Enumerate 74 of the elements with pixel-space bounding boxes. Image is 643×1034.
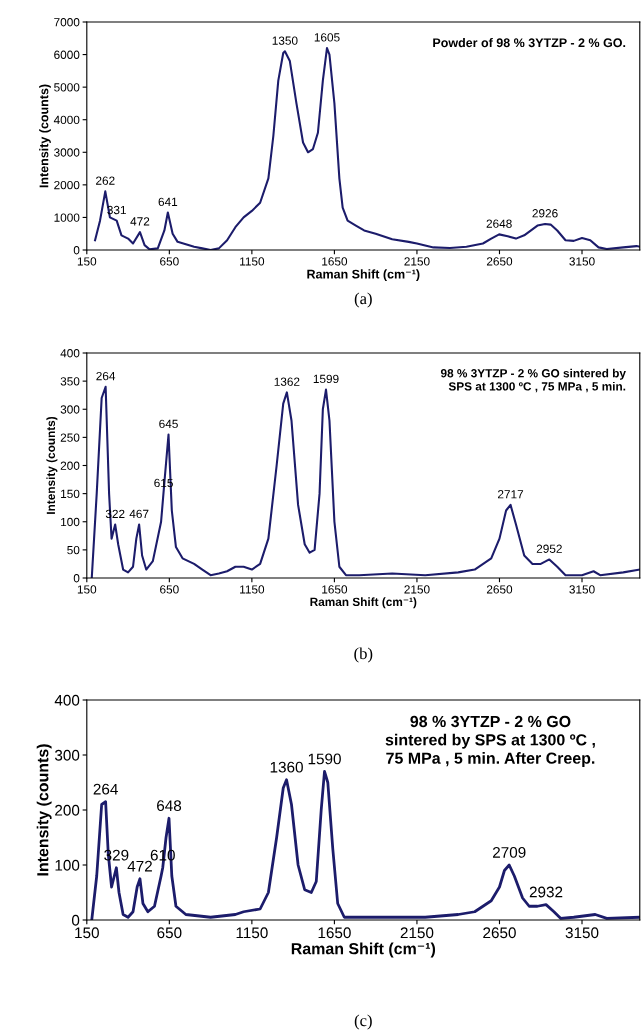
y-tick-label: 1000 — [54, 213, 80, 222]
annotation: 262 — [96, 176, 115, 185]
x-tick-label: 1650 — [322, 585, 348, 594]
x-tick-label: 650 — [160, 585, 179, 594]
annotation: 2709 — [492, 847, 526, 858]
y-tick-label: 0 — [73, 246, 80, 255]
annotation: 1362 — [274, 377, 300, 386]
annotation: 264 — [96, 371, 116, 381]
y-tick-label: 50 — [67, 545, 80, 555]
annotation: 472 — [127, 860, 152, 872]
annotation: 472 — [130, 217, 150, 226]
annotation: 1360 — [270, 761, 303, 773]
annotation: 467 — [129, 509, 149, 519]
text: (a) — [354, 292, 372, 308]
y-tick-label: 0 — [71, 914, 80, 926]
x-tick-label: 1150 — [240, 585, 265, 594]
y-tick-label: 250 — [60, 433, 80, 442]
x-axis-title: Raman Shift (cm⁻¹) — [310, 597, 417, 609]
x-tick-label: 3150 — [569, 585, 595, 594]
y-tick-label: 300 — [54, 749, 80, 761]
annotation: 264 — [93, 783, 118, 795]
text: 98 % 3YTZP - 2 % GO sintered by SPS at 1300 ºC , 75 MPa , 5 min. After Creep. — [385, 715, 595, 768]
y-tick-label: 200 — [55, 804, 80, 816]
y-tick-label: 300 — [60, 405, 80, 414]
y-tick-label: 400 — [54, 694, 80, 706]
x-tick-label: 2650 — [483, 927, 516, 939]
y-tick-label: 5000 — [54, 83, 80, 92]
annotation: 1599 — [313, 374, 339, 384]
y-axis-title: Intensity (counts) — [36, 744, 52, 876]
annotation: 1590 — [308, 753, 341, 765]
annotation: 1605 — [314, 33, 340, 42]
x-tick-label: 2650 — [486, 585, 513, 594]
y-tick-label: 3000 — [54, 148, 80, 157]
y-tick-label: 400 — [60, 349, 80, 358]
annotation: 2717 — [498, 490, 524, 499]
y-tick-label: 100 — [61, 517, 80, 527]
annotation: 2932 — [529, 886, 563, 898]
y-tick-label: 4000 — [53, 115, 80, 125]
y-tick-label: 350 — [60, 377, 80, 386]
x-tick-label: 2650 — [486, 257, 513, 266]
annotation: 2648 — [486, 219, 512, 228]
x-tick-label: 3150 — [569, 257, 595, 266]
x-axis-title: Raman Shift (cm⁻¹) — [307, 269, 420, 281]
y-tick-label: 6000 — [54, 50, 80, 59]
x-tick-label: 2150 — [404, 257, 430, 266]
y-axis-title: Intensity (counts) — [39, 84, 51, 188]
annotation: 641 — [158, 197, 178, 207]
x-tick-label: 2150 — [404, 585, 430, 594]
x-axis-title: Raman Shift (cm⁻¹) — [291, 942, 436, 958]
line-series — [94, 47, 640, 250]
y-tick-label: 0 — [73, 574, 80, 583]
annotation: 2952 — [536, 544, 562, 553]
text: 98 % 3YTZP - 2 % GO sintered by SPS at 1300 ºC , 75 MPa , 5 min. — [440, 368, 626, 393]
x-tick-label: 3150 — [565, 927, 599, 939]
text: Powder of 98 % 3YTZP - 2 % GO. — [433, 37, 626, 48]
x-tick-label: 1150 — [236, 927, 268, 939]
annotation: 645 — [159, 419, 178, 429]
y-axis-title: Intensity (counts) — [46, 416, 58, 514]
y-tick-label: 2000 — [54, 180, 80, 190]
x-tick-label: 650 — [157, 927, 182, 939]
annotation: 1350 — [272, 36, 298, 45]
y-tick-label: 200 — [60, 461, 80, 470]
annotation: 2926 — [532, 209, 558, 218]
x-tick-label: 1650 — [322, 257, 348, 266]
text: (b) — [354, 647, 373, 663]
x-tick-label: 1650 — [318, 927, 351, 939]
y-tick-label: 150 — [61, 489, 80, 499]
x-tick-label: 1150 — [240, 257, 265, 266]
text: (c) — [354, 1014, 372, 1030]
y-tick-label: 7000 — [54, 18, 80, 27]
x-tick-label: 2150 — [400, 927, 434, 939]
x-tick-label: 650 — [160, 257, 179, 266]
annotation: 648 — [157, 800, 182, 812]
y-tick-label: 100 — [55, 859, 80, 871]
